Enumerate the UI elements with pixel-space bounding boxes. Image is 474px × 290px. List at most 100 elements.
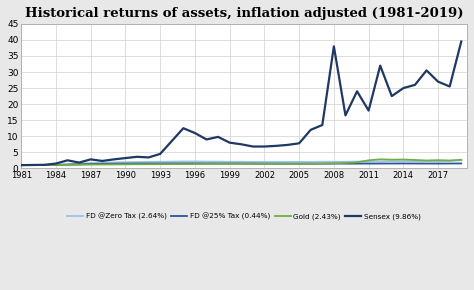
- FD @Zero Tax (2.64%): [343, 160, 348, 164]
- FD @25% Tax (0.44%): [458, 162, 464, 165]
- Sensex (9.86%): [100, 159, 105, 163]
- Gold (2.43%): [30, 163, 36, 167]
- Sensex (9.86%): [435, 80, 441, 84]
- Sensex (9.86%): [412, 83, 418, 87]
- FD @25% Tax (0.44%): [204, 162, 210, 165]
- Gold (2.43%): [285, 162, 291, 166]
- FD @Zero Tax (2.64%): [377, 160, 383, 163]
- Gold (2.43%): [377, 158, 383, 161]
- FD @Zero Tax (2.64%): [424, 160, 429, 163]
- Legend: FD @Zero Tax (2.64%), FD @25% Tax (0.44%), Gold (2.43%), Sensex (9.86%): FD @Zero Tax (2.64%), FD @25% Tax (0.44%…: [64, 209, 424, 222]
- Sensex (9.86%): [377, 64, 383, 67]
- FD @Zero Tax (2.64%): [331, 160, 337, 164]
- Gold (2.43%): [308, 162, 314, 166]
- Sensex (9.86%): [157, 152, 163, 156]
- Line: FD @Zero Tax (2.64%): FD @Zero Tax (2.64%): [21, 160, 461, 165]
- FD @25% Tax (0.44%): [447, 162, 453, 165]
- Sensex (9.86%): [458, 40, 464, 43]
- Sensex (9.86%): [123, 156, 128, 160]
- Gold (2.43%): [215, 162, 221, 166]
- Sensex (9.86%): [181, 126, 186, 130]
- Gold (2.43%): [157, 162, 163, 166]
- Gold (2.43%): [146, 162, 152, 166]
- FD @Zero Tax (2.64%): [227, 160, 233, 164]
- Gold (2.43%): [319, 162, 325, 166]
- FD @Zero Tax (2.64%): [64, 162, 70, 166]
- FD @Zero Tax (2.64%): [111, 161, 117, 164]
- Line: Gold (2.43%): Gold (2.43%): [21, 160, 461, 165]
- FD @Zero Tax (2.64%): [447, 159, 453, 163]
- FD @25% Tax (0.44%): [53, 163, 59, 167]
- Gold (2.43%): [250, 162, 255, 166]
- FD @25% Tax (0.44%): [319, 162, 325, 165]
- FD @25% Tax (0.44%): [412, 162, 418, 165]
- FD @25% Tax (0.44%): [76, 163, 82, 166]
- Sensex (9.86%): [285, 143, 291, 147]
- Sensex (9.86%): [146, 156, 152, 159]
- Gold (2.43%): [401, 158, 406, 161]
- FD @25% Tax (0.44%): [192, 162, 198, 165]
- FD @25% Tax (0.44%): [181, 162, 186, 165]
- FD @25% Tax (0.44%): [354, 162, 360, 165]
- FD @25% Tax (0.44%): [100, 162, 105, 166]
- FD @25% Tax (0.44%): [377, 162, 383, 165]
- FD @25% Tax (0.44%): [343, 162, 348, 165]
- FD @Zero Tax (2.64%): [100, 161, 105, 164]
- FD @25% Tax (0.44%): [215, 162, 221, 165]
- Gold (2.43%): [192, 162, 198, 166]
- Sensex (9.86%): [296, 142, 302, 145]
- Sensex (9.86%): [366, 109, 372, 112]
- FD @Zero Tax (2.64%): [296, 160, 302, 164]
- FD @25% Tax (0.44%): [308, 162, 314, 165]
- Sensex (9.86%): [64, 159, 70, 162]
- FD @Zero Tax (2.64%): [250, 160, 255, 164]
- Gold (2.43%): [262, 162, 267, 166]
- FD @Zero Tax (2.64%): [262, 160, 267, 164]
- FD @Zero Tax (2.64%): [204, 160, 210, 163]
- Sensex (9.86%): [331, 45, 337, 48]
- Sensex (9.86%): [227, 141, 233, 144]
- Sensex (9.86%): [88, 158, 93, 161]
- Sensex (9.86%): [111, 158, 117, 161]
- Sensex (9.86%): [18, 163, 24, 167]
- Sensex (9.86%): [424, 69, 429, 72]
- FD @25% Tax (0.44%): [111, 162, 117, 165]
- FD @25% Tax (0.44%): [123, 162, 128, 165]
- Sensex (9.86%): [389, 94, 395, 98]
- FD @Zero Tax (2.64%): [169, 160, 174, 163]
- Line: FD @25% Tax (0.44%): FD @25% Tax (0.44%): [21, 163, 461, 165]
- Gold (2.43%): [134, 162, 140, 166]
- Gold (2.43%): [53, 163, 59, 167]
- FD @25% Tax (0.44%): [42, 163, 47, 167]
- FD @25% Tax (0.44%): [64, 163, 70, 166]
- Gold (2.43%): [366, 159, 372, 162]
- FD @Zero Tax (2.64%): [146, 160, 152, 164]
- Sensex (9.86%): [30, 163, 36, 167]
- Gold (2.43%): [111, 163, 117, 166]
- Gold (2.43%): [296, 162, 302, 166]
- FD @Zero Tax (2.64%): [273, 160, 279, 164]
- Title: Historical returns of assets, inflation adjusted (1981-2019): Historical returns of assets, inflation …: [25, 7, 464, 20]
- FD @Zero Tax (2.64%): [123, 160, 128, 164]
- FD @25% Tax (0.44%): [273, 162, 279, 165]
- Sensex (9.86%): [134, 155, 140, 159]
- FD @25% Tax (0.44%): [424, 162, 429, 165]
- FD @Zero Tax (2.64%): [435, 160, 441, 163]
- Gold (2.43%): [169, 162, 174, 166]
- FD @Zero Tax (2.64%): [88, 161, 93, 165]
- Gold (2.43%): [458, 158, 464, 162]
- FD @25% Tax (0.44%): [366, 162, 372, 165]
- Gold (2.43%): [238, 162, 244, 166]
- Gold (2.43%): [447, 159, 453, 162]
- FD @25% Tax (0.44%): [401, 162, 406, 165]
- Sensex (9.86%): [401, 86, 406, 90]
- Gold (2.43%): [227, 162, 233, 166]
- Gold (2.43%): [123, 163, 128, 166]
- Gold (2.43%): [343, 161, 348, 165]
- Gold (2.43%): [331, 162, 337, 165]
- FD @Zero Tax (2.64%): [238, 160, 244, 164]
- FD @Zero Tax (2.64%): [308, 160, 314, 164]
- FD @25% Tax (0.44%): [285, 162, 291, 165]
- Sensex (9.86%): [447, 85, 453, 88]
- FD @Zero Tax (2.64%): [319, 160, 325, 164]
